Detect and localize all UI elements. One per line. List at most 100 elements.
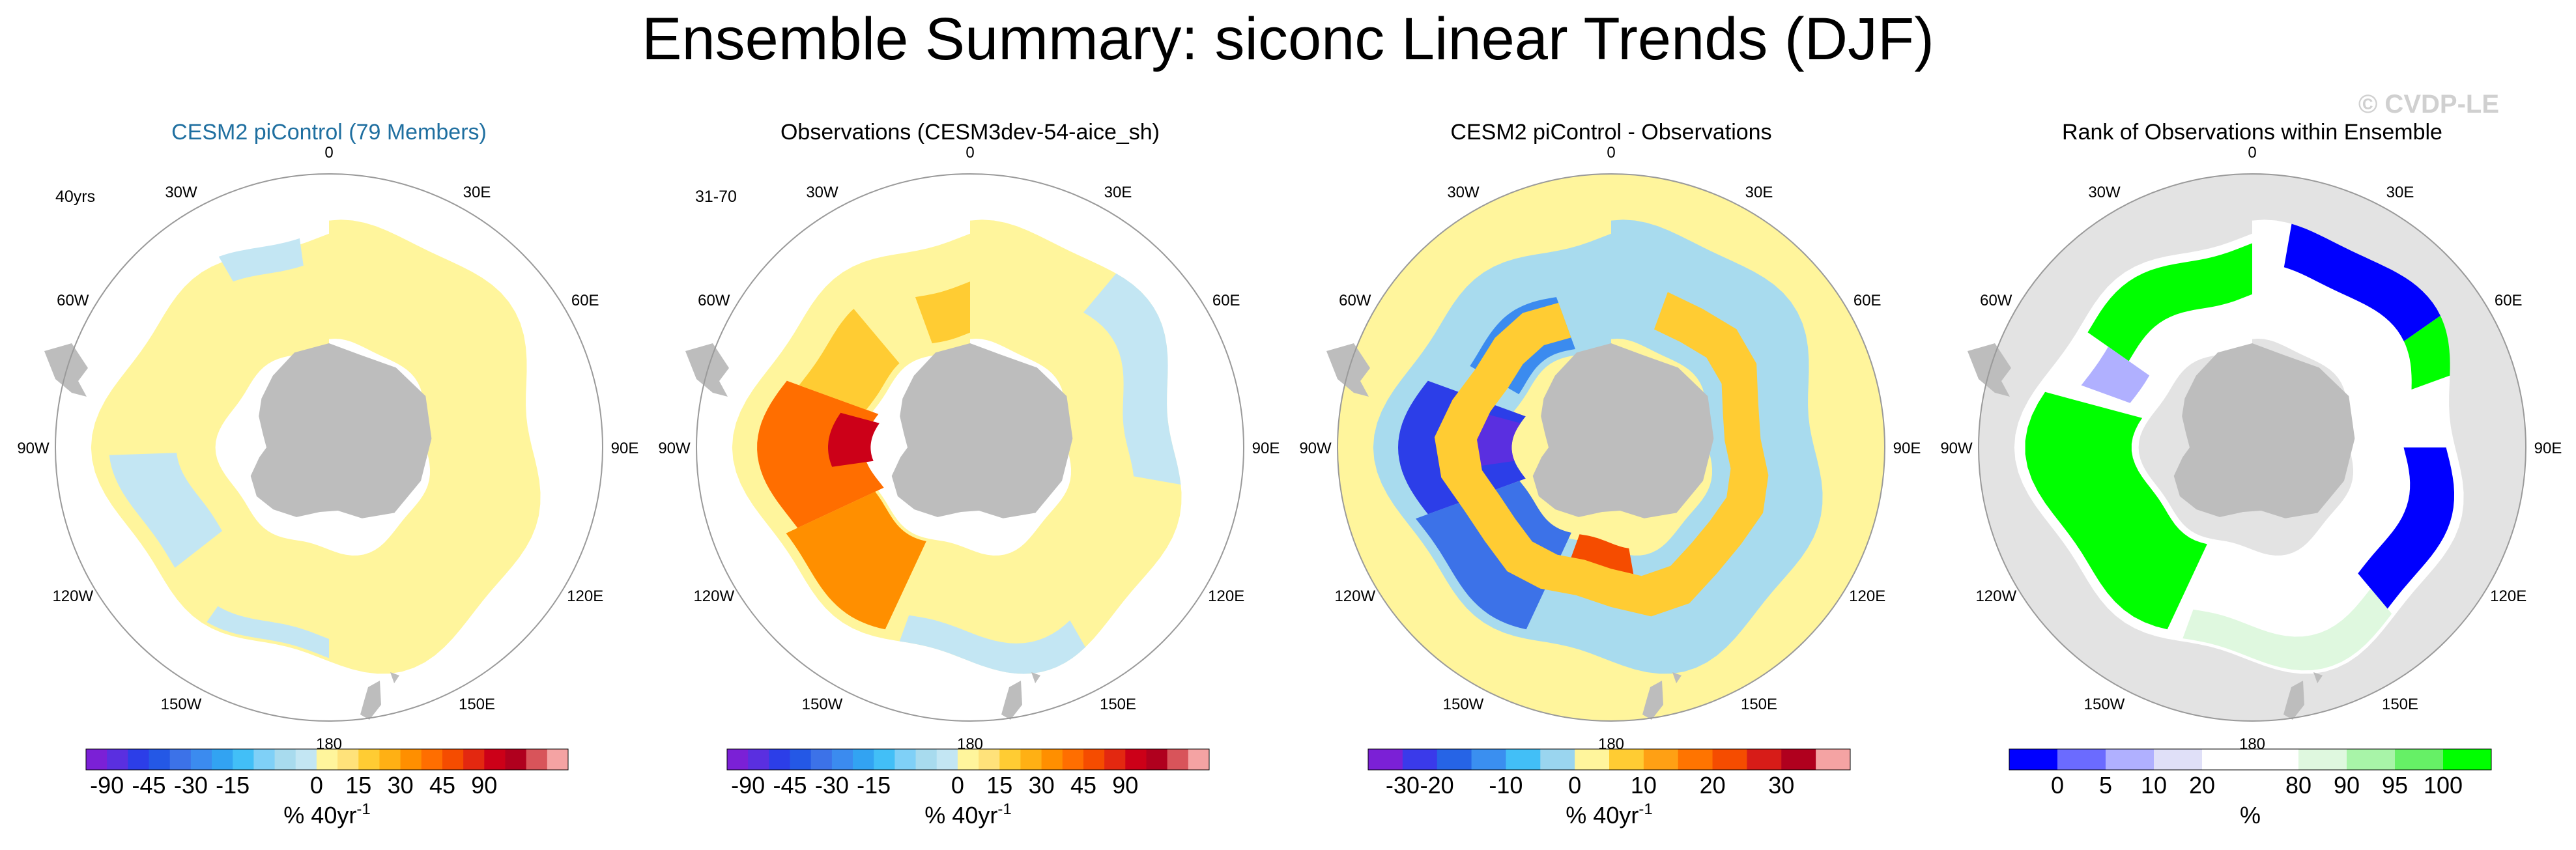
longitude-label: 30W (1447, 184, 1480, 201)
trend-patch (109, 453, 222, 568)
colorbar-tick-label: 30 (388, 772, 414, 799)
colorbar-swatch (233, 749, 254, 770)
longitude-label: 60E (571, 292, 599, 309)
colorbar-tick-label: -45 (773, 772, 807, 799)
tasmania-landmass (1031, 672, 1040, 683)
colorbar-frame (2009, 748, 2492, 771)
colorbar-frame (726, 748, 1210, 771)
longitude-label: 150E (1100, 696, 1136, 713)
colorbar-swatch (2057, 749, 2106, 770)
trend-patch (915, 281, 970, 344)
new-zealand-landmass (1001, 681, 1022, 720)
colorbar-swatch (1125, 749, 1147, 770)
rank-patch (2403, 315, 2450, 390)
colorbar-swatch (748, 749, 769, 770)
colorbar-tick-label: -90 (731, 772, 765, 799)
colorbar-swatch (169, 749, 192, 770)
colorbar-swatch (128, 749, 150, 770)
longitude-label: 60E (1212, 292, 1240, 309)
colorbar-swatch (1678, 749, 1713, 770)
longitude-label: 150W (1443, 696, 1484, 713)
polar-map: 030E60E90E120E150E180150W120W90W60W30W-9… (17, 144, 639, 829)
panel-title: CESM2 piControl - Observations (1450, 120, 1772, 145)
colorbar: -30 -20 -10 0 10 20 30 % 40yr-1 (1367, 748, 1851, 829)
trend-patch (1083, 273, 1181, 485)
longitude-label: 90E (1252, 440, 1280, 457)
longitude-label: 90E (611, 440, 639, 457)
colorbar-frame (85, 748, 569, 771)
longitude-label: 150W (161, 696, 202, 713)
period-label: 31-70 (695, 188, 737, 206)
longitude-label: 90W (17, 440, 50, 457)
trend-patch (218, 238, 304, 282)
longitude-label: 120E (567, 588, 603, 605)
colorbar-tick-label: 0 (951, 772, 964, 799)
colorbar-unit-label: % (2240, 802, 2261, 829)
rank-patch (2283, 223, 2440, 341)
colorbar-swatch (2250, 749, 2299, 770)
longitude-label: 120E (1849, 588, 1885, 605)
colorbar-swatch (1575, 749, 1610, 770)
panel-cesm2-ensemble: CESM2 piControl (79 Members) 40yrs 0 30E 6… (16, 111, 642, 850)
map-boundary (1337, 173, 1885, 722)
colorbar-swatch (1471, 749, 1506, 770)
colorbar-swatch (358, 749, 380, 770)
longitude-label: 120E (2490, 588, 2526, 605)
colorbar-tick-label: 0 (2051, 772, 2064, 799)
colorbar-tick-label: 10 (2141, 772, 2167, 799)
colorbar-tick-label: 15 (345, 772, 371, 799)
colorbar-swatch (86, 749, 107, 770)
colorbar-unit-label: % 40yr-1 (1566, 800, 1652, 829)
colorbar-swatch (727, 749, 749, 770)
longitude-label: 30E (1745, 184, 1773, 201)
colorbar-tick-label: 20 (1700, 772, 1726, 799)
trend-patch (1434, 292, 1769, 617)
tasmania-landmass (1672, 672, 1682, 683)
antarctica-landmass (1532, 343, 1714, 518)
colorbar-tick-label: 95 (2382, 772, 2408, 799)
colorbar-swatch (957, 749, 979, 770)
colorbar-swatch (190, 749, 212, 770)
rank-patch (2358, 447, 2454, 609)
longitude-label: 90W (1299, 440, 1332, 457)
colorbar-swatch (2009, 749, 2058, 770)
longitude-label: 150W (802, 696, 843, 713)
colorbar-tick-label: 80 (2285, 772, 2311, 799)
colorbar-swatch (2298, 749, 2347, 770)
longitude-label: 120W (52, 588, 93, 605)
colorbar-tick-label: 90 (2334, 772, 2360, 799)
longitude-label: 60W (698, 292, 730, 309)
colorbar-unit-exponent: -1 (1639, 800, 1652, 818)
colorbar-swatch (874, 749, 895, 770)
colorbar-swatch (421, 749, 443, 770)
map-boundary (55, 173, 603, 722)
colorbar-swatch (1402, 749, 1438, 770)
colorbar-swatch (1368, 749, 1403, 770)
colorbar-swatch (337, 749, 359, 770)
panel-observations: Observations (CESM3dev-54-aice_sh) 31-70… (657, 111, 1283, 850)
longitude-label: 60E (1853, 292, 1882, 309)
colorbar-swatch (253, 749, 276, 770)
colorbar-swatch (2395, 749, 2444, 770)
longitude-label: 0 (1607, 144, 1615, 162)
new-zealand-landmass (1642, 681, 1663, 720)
colorbar-swatch (1781, 749, 1816, 770)
longitude-label: 0 (2248, 144, 2256, 162)
sea-ice-trend-field (91, 220, 541, 674)
colorbar-swatch (526, 749, 548, 770)
colorbar-swatch (463, 749, 485, 770)
colorbar-tick-label: 90 (471, 772, 497, 799)
colorbar-unit-exponent: -1 (997, 800, 1011, 818)
colorbar-swatch (1146, 749, 1168, 770)
colorbar-tick-label: -15 (857, 772, 891, 799)
colorbar-tick-label: 45 (1070, 772, 1096, 799)
colorbar-tick-label: -30 (815, 772, 849, 799)
colorbar: 0 5 10 20 80 90 95 100% (2009, 748, 2492, 829)
colorbar-swatch (1062, 749, 1084, 770)
longitude-label: 60W (1980, 292, 2012, 309)
colorbar-tick-label: -15 (216, 772, 250, 799)
colorbar-swatch (894, 749, 917, 770)
